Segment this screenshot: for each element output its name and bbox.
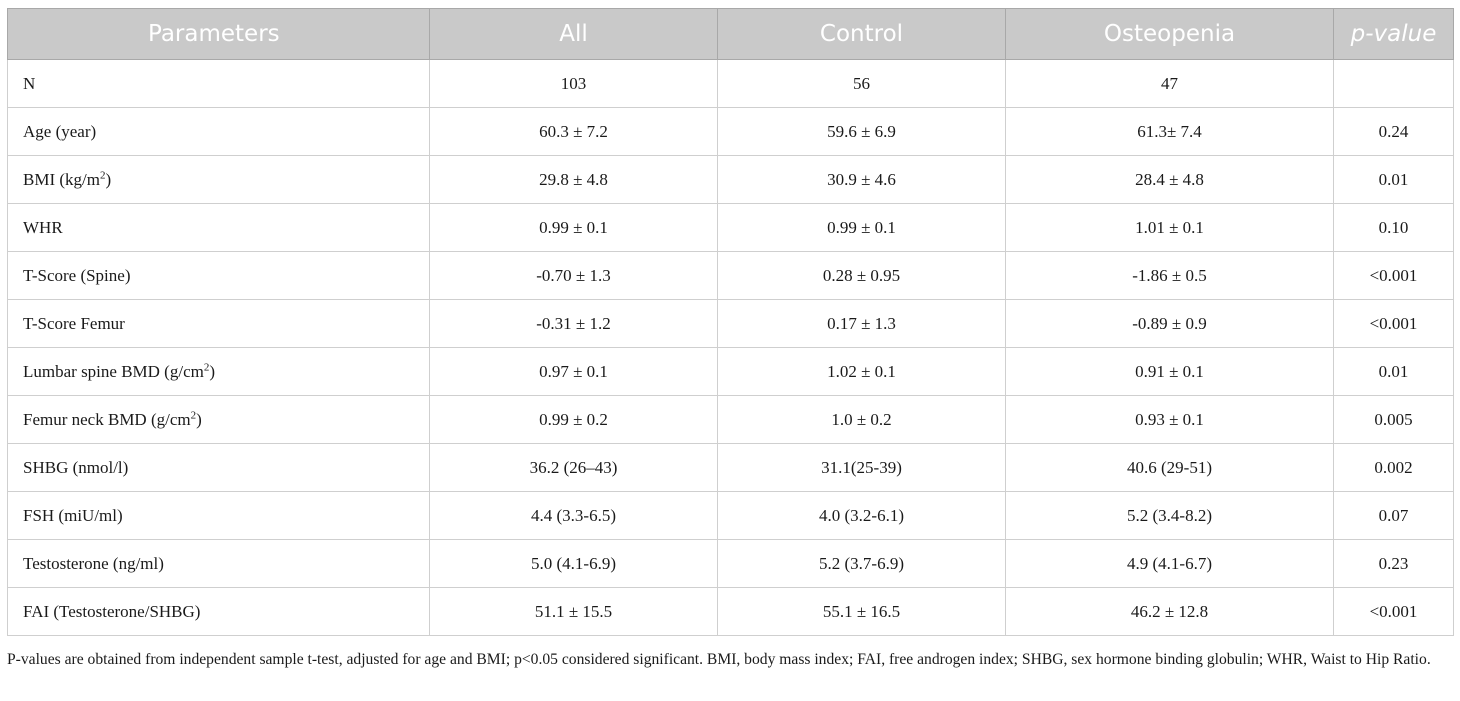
parameter-cell: T-Score (Spine)	[7, 251, 430, 300]
control-value-cell: 0.28 ± 0.95	[717, 251, 1006, 300]
all-value-cell: -0.31 ± 1.2	[429, 299, 718, 348]
p-value-cell: 0.005	[1333, 395, 1454, 444]
table-row: Lumbar spine BMD (g/cm2) 0.97 ± 0.1 1.02 ±…	[7, 347, 1454, 396]
table-footnote: P-values are obtained from independent s…	[7, 651, 1431, 668]
all-value-cell: 51.1 ± 15.5	[429, 587, 718, 636]
p-value-cell: <0.001	[1333, 251, 1454, 300]
table-row: BMI (kg/m2) 29.8 ± 4.8 30.9 ± 4.6 28.4 ± 4.…	[7, 155, 1454, 204]
parameter-label: Lumbar spine BMD (g/cm	[23, 361, 204, 381]
all-value-cell: 60.3 ± 7.2	[429, 107, 718, 156]
control-value-cell: 59.6 ± 6.9	[717, 107, 1006, 156]
p-value-cell: 0.01	[1333, 155, 1454, 204]
osteopenia-value-cell: 61.3± 7.4	[1005, 107, 1334, 156]
all-value-cell: 103	[429, 59, 718, 108]
parameter-cell: Testosterone (ng/ml)	[7, 539, 430, 588]
p-value-cell: 0.01	[1333, 347, 1454, 396]
table-row: Femur neck BMD (g/cm2) 0.99 ± 0.2 1.0 ± 0.…	[7, 395, 1454, 444]
p-value-cell: 0.002	[1333, 443, 1454, 492]
osteopenia-value-cell: 0.91 ± 0.1	[1005, 347, 1334, 396]
parameter-label: T-Score Femur	[23, 313, 125, 333]
parameter-label: FAI (Testosterone/SHBG)	[23, 601, 201, 621]
table-header-row: Parameters All Control Osteopenia p-valu…	[7, 8, 1454, 60]
parameter-cell: FAI (Testosterone/SHBG)	[7, 587, 430, 636]
table-row: Testosterone (ng/ml) 5.0 (4.1-6.9) 5.2 (3.…	[7, 539, 1454, 588]
osteopenia-value-cell: 47	[1005, 59, 1334, 108]
control-value-cell: 0.99 ± 0.1	[717, 203, 1006, 252]
control-value-cell: 1.0 ± 0.2	[717, 395, 1006, 444]
osteopenia-value-cell: -1.86 ± 0.5	[1005, 251, 1334, 300]
table-row: WHR 0.99 ± 0.1 0.99 ± 0.1 1.01 ± 0.1 0.10	[7, 203, 1454, 252]
header-p-value: p-value	[1333, 8, 1454, 60]
parameter-label: Femur neck BMD (g/cm	[23, 409, 191, 429]
parameter-label-suffix: )	[196, 409, 202, 429]
osteopenia-value-cell: 46.2 ± 12.8	[1005, 587, 1334, 636]
osteopenia-value-cell: 0.93 ± 0.1	[1005, 395, 1334, 444]
parameter-label-suffix: )	[209, 361, 216, 381]
osteopenia-value-cell: 5.2 (3.4-8.2)	[1005, 491, 1334, 540]
parameter-cell: Age (year)	[7, 107, 430, 156]
parameter-cell: BMI (kg/m2)	[7, 155, 430, 204]
control-value-cell: 5.2 (3.7-6.9)	[717, 539, 1006, 588]
parameter-label-suffix: )	[105, 169, 112, 189]
control-value-cell: 4.0 (3.2-6.1)	[717, 491, 1006, 540]
header-parameters: Parameters	[7, 8, 430, 60]
control-value-cell: 56	[717, 59, 1006, 108]
p-value-cell: <0.001	[1333, 299, 1454, 348]
p-value-cell: 0.07	[1333, 491, 1454, 540]
parameter-cell: Femur neck BMD (g/cm2)	[7, 395, 430, 444]
header-osteopenia: Osteopenia	[1005, 8, 1334, 60]
parameter-label: SHBG (nmol/l)	[23, 457, 129, 477]
table-row: N 103 56 47	[7, 59, 1454, 108]
p-value-cell: 0.23	[1333, 539, 1454, 588]
parameter-label: WHR	[23, 217, 63, 237]
parameter-cell: FSH (miU/ml)	[7, 491, 430, 540]
osteopenia-value-cell: 40.6 (29-51)	[1005, 443, 1334, 492]
parameter-label: Testosterone (ng/ml)	[23, 553, 164, 573]
osteopenia-value-cell: -0.89 ± 0.9	[1005, 299, 1334, 348]
table-row: T-Score Femur -0.31 ± 1.2 0.17 ± 1.3 -0.89 …	[7, 299, 1454, 348]
table-row: FAI (Testosterone/SHBG) 51.1 ± 15.5 55.1 ±…	[7, 587, 1454, 636]
table-row: FSH (miU/ml) 4.4 (3.3-6.5) 4.0 (3.2-6.1) 5.…	[7, 491, 1454, 540]
all-value-cell: 0.99 ± 0.2	[429, 395, 718, 444]
table-row: SHBG (nmol/l) 36.2 (26–43) 31.1(25-39) 40.6…	[7, 443, 1454, 492]
parameter-cell: Lumbar spine BMD (g/cm2)	[7, 347, 430, 396]
control-value-cell: 30.9 ± 4.6	[717, 155, 1006, 204]
control-value-cell: 31.1(25-39)	[717, 443, 1006, 492]
all-value-cell: 5.0 (4.1-6.9)	[429, 539, 718, 588]
parameter-superscript: 2	[99, 168, 106, 181]
all-value-cell: 0.99 ± 0.1	[429, 203, 718, 252]
all-value-cell: 0.97 ± 0.1	[429, 347, 718, 396]
p-value-cell: <0.001	[1333, 587, 1454, 636]
header-control: Control	[717, 8, 1006, 60]
header-all: All	[429, 8, 718, 60]
control-value-cell: 55.1 ± 16.5	[717, 587, 1006, 636]
osteopenia-value-cell: 1.01 ± 0.1	[1005, 203, 1334, 252]
parameter-label: BMI (kg/m	[23, 169, 100, 189]
all-value-cell: 36.2 (26–43)	[429, 443, 718, 492]
all-value-cell: 29.8 ± 4.8	[429, 155, 718, 204]
parameters-table: Parameters All Control Osteopenia p-valu…	[7, 8, 1454, 636]
parameter-superscript: 2	[190, 408, 197, 421]
control-value-cell: 0.17 ± 1.3	[717, 299, 1006, 348]
osteopenia-value-cell: 28.4 ± 4.8	[1005, 155, 1334, 204]
parameter-label: Age (year)	[23, 121, 97, 141]
all-value-cell: -0.70 ± 1.3	[429, 251, 718, 300]
table-row: Age (year) 60.3 ± 7.2 59.6 ± 6.9 61.3± 7.4 0…	[7, 107, 1454, 156]
parameter-label: T-Score (Spine)	[23, 265, 131, 285]
control-value-cell: 1.02 ± 0.1	[717, 347, 1006, 396]
parameter-cell: WHR	[7, 203, 430, 252]
p-value-cell	[1333, 59, 1454, 108]
p-value-cell: 0.24	[1333, 107, 1454, 156]
results-table-container: Parameters All Control Osteopenia p-valu…	[7, 8, 1454, 636]
parameter-superscript: 2	[203, 360, 210, 373]
p-value-cell: 0.10	[1333, 203, 1454, 252]
parameter-label: N	[23, 73, 36, 93]
parameter-cell: SHBG (nmol/l)	[7, 443, 430, 492]
parameter-cell: N	[7, 59, 430, 108]
parameter-cell: T-Score Femur	[7, 299, 430, 348]
all-value-cell: 4.4 (3.3-6.5)	[429, 491, 718, 540]
table-row: T-Score (Spine) -0.70 ± 1.3 0.28 ± 0.95 -1.…	[7, 251, 1454, 300]
osteopenia-value-cell: 4.9 (4.1-6.7)	[1005, 539, 1334, 588]
parameter-label: FSH (miU/ml)	[23, 505, 123, 525]
